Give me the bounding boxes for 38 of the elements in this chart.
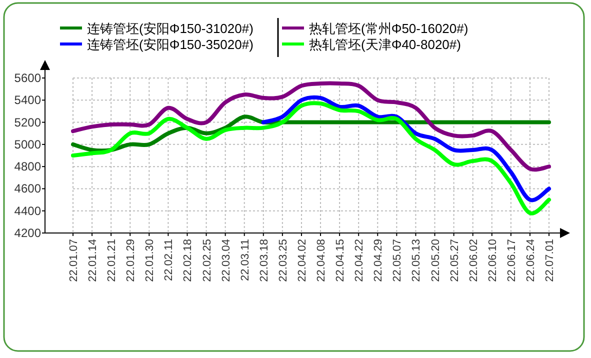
x-tick-label: 22.01.14 [87,239,100,282]
y-tick-label: 5600 [14,71,42,85]
x-tick-label: 22.04.22 [354,239,366,282]
y-tick-label: 4600 [14,182,42,196]
x-tick-label: 22.01.29 [125,239,138,282]
x-tick-label: 22.06.17 [506,239,518,282]
x-tick-label: 22.03.25 [277,239,290,282]
x-tick-label: 22.01.07 [68,239,80,282]
x-tick-label: 22.01.21 [106,239,118,282]
x-tick-label: 22.05.27 [448,239,461,282]
legend-label: 热轧管坯(天津Φ40-8020#) [309,37,461,52]
legend-label: 热轧管坯(常州Φ50-16020#) [309,21,468,36]
x-tick-label: 22.05.13 [410,239,423,282]
x-tick-label: 22.01.30 [144,239,156,282]
x-tick-label: 22.04.08 [316,239,328,282]
x-tick-label: 22.05.20 [430,239,442,282]
x-tick-label: 22.03.18 [258,239,270,282]
x-tick-label: 22.03.11 [239,239,252,282]
y-tick-label: 4800 [14,160,42,174]
x-tick-label: 22.02.11 [163,239,176,282]
y-tick-label: 5200 [14,115,42,130]
x-tick-label: 22.02.18 [182,239,194,282]
x-tick-label: 22.05.07 [392,239,404,282]
legend-label: 连铸管坯(安阳Φ150-35020#) [87,37,254,52]
x-tick-label: 22.03.04 [220,239,232,282]
y-tick-label: 5400 [14,93,42,108]
x-tick-label: 22.06.02 [468,239,480,282]
x-tick-label: 22.02.25 [201,239,214,282]
x-tick-label: 22.06.10 [486,239,499,282]
x-tick-label: 22.04.15 [334,239,347,282]
x-tick-label: 22.07.01 [544,239,556,282]
y-tick-label: 5000 [14,137,42,152]
x-tick-label: 22.04.29 [372,239,385,282]
x-tick-label: 22.04.02 [296,239,308,282]
legend-label: 连铸管坯(安阳Φ150-31020#) [87,21,254,36]
y-tick-label: 4200 [14,226,42,240]
y-tick-label: 4400 [14,204,42,218]
x-tick-label: 22.06.24 [524,239,537,282]
